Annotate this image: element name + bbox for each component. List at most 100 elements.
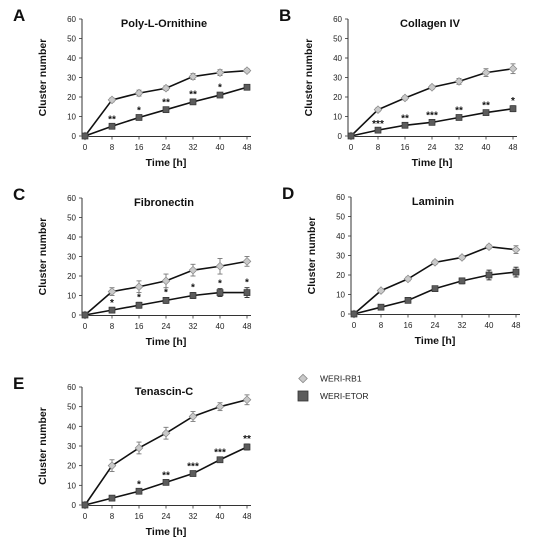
data-point (484, 242, 494, 252)
data-point (508, 64, 518, 74)
y-tick-label: 10 (333, 113, 342, 122)
significance-marker: *** (187, 462, 199, 473)
y-axis-label: Cluster number (306, 217, 318, 295)
panel-title: Poly-L-Ornithine (121, 18, 207, 30)
y-axis-label: Cluster number (37, 218, 49, 296)
data-point (347, 132, 355, 140)
x-tick-label: 16 (135, 322, 144, 331)
panel-letter: B (279, 6, 291, 25)
chart-panel-c: 0 10 20 30 40 50 60 0 8 16 24 32 40 48 Time [h] Cluster… (13, 185, 252, 348)
y-tick-label: 0 (72, 501, 77, 510)
significance-marker: * (245, 278, 249, 289)
x-tick-label: 48 (243, 512, 252, 521)
series-weri-etor (81, 443, 251, 509)
x-tick-label: 0 (83, 322, 88, 331)
y-tick-label: 10 (67, 113, 76, 122)
data-point (108, 494, 116, 502)
significance-marker: ** (482, 101, 490, 112)
x-tick-label: 32 (455, 143, 464, 152)
chart-panel-a: 0 10 20 30 40 50 60 0 8 16 24 32 40 48 Time [h] Cluster… (13, 6, 252, 169)
significance-marker: *** (372, 119, 384, 130)
x-axis-label: Time [h] (146, 336, 187, 348)
y-tick-label: 60 (67, 15, 76, 24)
data-point (134, 282, 144, 292)
x-tick-label: 24 (162, 512, 171, 521)
data-point (215, 402, 225, 411)
x-tick-label: 0 (83, 143, 88, 152)
y-tick-label: 10 (336, 291, 345, 300)
x-tick-label: 16 (401, 143, 410, 152)
data-point (81, 311, 89, 319)
y-tick-label: 30 (336, 252, 345, 261)
series-weri-rb1 (349, 242, 521, 319)
y-tick-label: 60 (336, 193, 345, 202)
data-point (374, 126, 382, 134)
y-tick-label: 50 (333, 35, 342, 44)
data-point (458, 277, 466, 285)
data-point (512, 268, 520, 276)
x-tick-label: 8 (376, 143, 381, 152)
series-weri-etor (81, 287, 251, 319)
chart-panel-e: 0 10 20 30 40 50 60 0 8 16 24 32 40 48 Time [h] Cluster… (13, 374, 252, 538)
data-point (134, 88, 144, 98)
data-point (430, 258, 440, 267)
data-point (243, 289, 251, 296)
data-point (455, 114, 463, 121)
data-point (108, 306, 116, 314)
data-point (188, 72, 198, 81)
data-point (404, 297, 412, 304)
x-tick-label: 16 (135, 143, 144, 152)
y-axis-label: Cluster number (37, 407, 49, 485)
significance-marker: ** (162, 98, 170, 109)
data-point (107, 95, 117, 105)
y-tick-label: 40 (67, 233, 76, 242)
data-point (454, 77, 464, 86)
x-tick-label: 8 (110, 512, 115, 521)
data-point (135, 301, 143, 309)
y-tick-label: 20 (336, 271, 345, 280)
x-tick-label: 0 (352, 321, 357, 330)
data-point (215, 68, 225, 77)
x-tick-label: 48 (512, 321, 521, 330)
data-point (189, 98, 197, 106)
legend-label-weri-etor: WERI-ETOR (320, 391, 368, 401)
x-tick-label: 32 (458, 321, 467, 330)
panel-letter: E (13, 374, 24, 393)
y-tick-label: 50 (67, 403, 76, 412)
data-point (188, 265, 198, 275)
y-tick-label: 0 (72, 132, 77, 141)
x-tick-label: 24 (431, 321, 440, 330)
x-tick-label: 8 (110, 322, 115, 331)
x-tick-label: 40 (216, 143, 225, 152)
data-point (161, 276, 171, 286)
data-point (108, 122, 116, 130)
y-tick-label: 60 (333, 15, 342, 24)
significance-marker: * (137, 479, 141, 490)
data-point (216, 289, 224, 296)
data-point (431, 285, 439, 292)
x-tick-label: 32 (189, 143, 198, 152)
y-tick-label: 10 (67, 481, 76, 490)
data-point (189, 292, 197, 299)
y-tick-label: 0 (341, 310, 346, 319)
x-tick-label: 40 (216, 322, 225, 331)
data-point (243, 83, 251, 91)
series-weri-rb1 (346, 63, 518, 141)
x-tick-label: 8 (110, 143, 115, 152)
data-point (350, 310, 358, 318)
y-tick-label: 30 (333, 74, 342, 83)
x-tick-label: 24 (428, 143, 437, 152)
chart-panel-b: 0 10 20 30 40 50 60 0 8 16 24 32 40 48 Time [h] Cluster… (279, 6, 518, 169)
panel-letter: C (13, 185, 25, 204)
significance-marker: *** (426, 110, 438, 121)
significance-marker: * (218, 279, 222, 290)
x-tick-label: 16 (135, 512, 144, 521)
data-point (428, 118, 436, 126)
chart-panel-d: 0 10 20 30 40 50 60 0 8 16 24 32 40 48 Time [h] Cluster… (282, 184, 521, 347)
panel-letter: A (13, 6, 25, 25)
data-point (482, 109, 490, 116)
x-tick-label: 32 (189, 512, 198, 521)
panel-title: Fibronectin (134, 197, 194, 209)
x-tick-label: 24 (162, 322, 171, 331)
